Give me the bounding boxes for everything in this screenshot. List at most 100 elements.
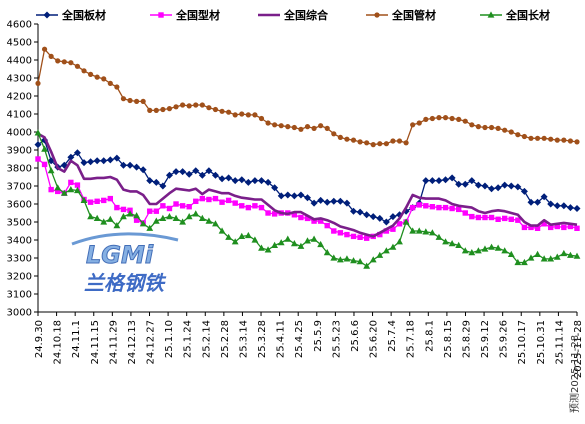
- data-point-square: [416, 202, 422, 208]
- data-point-square: [41, 161, 48, 168]
- data-point-triangle: [159, 214, 167, 221]
- data-point-square: [548, 224, 554, 231]
- data-point-circle: [344, 136, 350, 142]
- data-point-circle: [212, 106, 219, 113]
- data-point-square: [423, 203, 429, 209]
- data-point-circle: [291, 124, 297, 131]
- data-point-square: [495, 216, 501, 222]
- x-tick-label: 25.9.26: [499, 320, 510, 358]
- data-point-diamond: [435, 177, 443, 185]
- data-point-circle: [133, 98, 140, 104]
- x-tick-label: 25.10.17: [517, 320, 528, 365]
- data-point-circle: [101, 76, 107, 82]
- data-point-square: [101, 197, 107, 204]
- data-point-triangle: [67, 186, 75, 193]
- data-point-square: [442, 204, 449, 211]
- data-point-square: [324, 222, 330, 229]
- data-point-triangle: [238, 232, 246, 239]
- data-point-circle: [521, 133, 528, 140]
- data-point-circle: [390, 138, 396, 144]
- data-point-triangle: [310, 235, 318, 242]
- data-point-diamond: [343, 199, 351, 207]
- data-point-square: [212, 195, 219, 202]
- x-tick-label: 25.7.18: [406, 320, 417, 358]
- data-point-diamond: [152, 178, 160, 186]
- data-point-square: [515, 217, 521, 223]
- data-point-square: [107, 195, 114, 202]
- data-point-diamond: [290, 192, 298, 200]
- data-point-circle: [574, 139, 580, 145]
- data-point-triangle: [475, 247, 482, 254]
- data-point-triangle: [93, 214, 101, 221]
- x-tick-label: 25.4.25: [294, 320, 305, 358]
- data-point-circle: [482, 124, 488, 131]
- data-point-circle: [337, 134, 343, 140]
- data-point-triangle: [356, 258, 364, 265]
- data-point-diamond: [172, 168, 180, 176]
- data-point-square: [521, 224, 528, 231]
- data-point-triangle: [514, 258, 522, 266]
- data-point-square: [147, 208, 153, 214]
- data-point-circle: [475, 124, 482, 130]
- data-point-triangle: [567, 251, 574, 258]
- data-point-diamond: [461, 180, 469, 188]
- data-point-diamond: [428, 177, 436, 185]
- data-point-circle: [68, 60, 74, 66]
- data-point-circle: [311, 125, 317, 131]
- data-point-diamond: [284, 191, 292, 199]
- series-5: [34, 129, 581, 269]
- data-point-triangle: [244, 231, 252, 239]
- data-point-diamond: [139, 166, 147, 174]
- data-point-circle: [199, 102, 205, 108]
- data-point-triangle: [133, 212, 140, 219]
- x-tick-label: 24.12.13: [127, 320, 138, 365]
- data-point-circle: [94, 74, 100, 80]
- data-point-diamond: [573, 205, 581, 212]
- data-point-square: [554, 223, 560, 230]
- data-point-square: [528, 224, 534, 231]
- data-point-triangle: [540, 255, 548, 262]
- data-point-circle: [55, 58, 61, 64]
- series-line: [37, 48, 578, 146]
- data-point-circle: [107, 80, 113, 86]
- source-note: 预测2025-11-28: [568, 335, 581, 413]
- data-point-square: [265, 210, 271, 216]
- data-point-triangle: [126, 210, 134, 217]
- y-tick-label: 3300: [7, 254, 32, 265]
- x-tick-label: 2025-11-28: [573, 320, 584, 378]
- data-point-square: [331, 228, 337, 234]
- data-point-triangle: [218, 227, 226, 234]
- data-point-circle: [127, 97, 133, 104]
- data-point-circle: [403, 140, 409, 146]
- data-point-square: [173, 201, 179, 207]
- x-tick-label: 25.10.31: [536, 320, 547, 365]
- data-point-diamond: [159, 182, 167, 190]
- data-point-diamond: [106, 156, 114, 164]
- data-point-triangle: [60, 189, 68, 196]
- data-point-diamond: [520, 187, 528, 195]
- data-point-triangle: [501, 247, 509, 254]
- data-point-square: [469, 213, 475, 220]
- data-point-square: [501, 215, 508, 222]
- data-point-square: [160, 203, 166, 209]
- data-point-triangle: [192, 210, 200, 217]
- data-point-square: [206, 196, 212, 203]
- watermark-logo: LGMi 兰格钢铁: [71, 232, 179, 295]
- data-point-square: [179, 203, 186, 209]
- data-point-diamond: [297, 191, 305, 199]
- data-point-square: [377, 231, 383, 238]
- data-point-diamond: [271, 184, 279, 192]
- data-point-circle: [153, 107, 159, 113]
- data-point-diamond: [382, 218, 390, 226]
- data-point-triangle: [343, 255, 351, 262]
- y-tick-label: 3700: [7, 182, 32, 193]
- data-point-square: [87, 199, 94, 205]
- data-point-triangle: [304, 237, 311, 244]
- data-point-diamond: [566, 204, 574, 212]
- data-point-triangle: [560, 249, 568, 257]
- series-line: [37, 132, 578, 238]
- data-point-diamond: [514, 183, 522, 191]
- data-point-triangle: [317, 240, 325, 248]
- y-tick-label: 3500: [7, 218, 32, 229]
- data-point-diamond: [146, 177, 154, 185]
